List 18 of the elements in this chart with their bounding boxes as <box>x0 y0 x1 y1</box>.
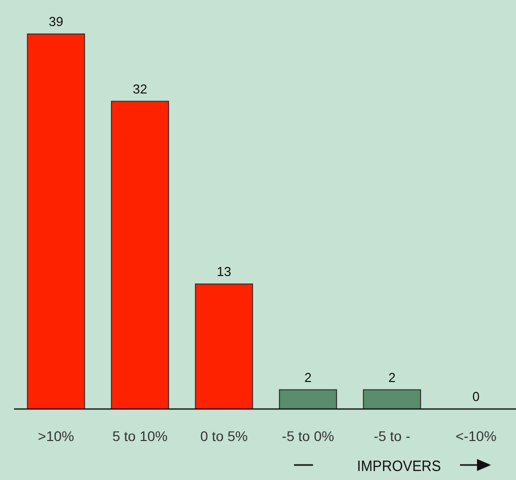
x-tick-label: <-10% <box>456 428 496 444</box>
data-label: 13 <box>216 264 232 279</box>
data-label: 2 <box>388 370 396 385</box>
x-tick-label: >10% <box>38 428 74 444</box>
bar <box>362 389 422 410</box>
data-label: 39 <box>48 14 64 29</box>
bar <box>110 100 170 410</box>
data-label: 0 <box>472 389 480 404</box>
x-tick-label: 0 to 5% <box>200 428 248 444</box>
bar <box>194 284 254 410</box>
bar <box>278 389 338 410</box>
bar <box>26 34 86 410</box>
data-label: 32 <box>132 81 148 96</box>
data-label: 2 <box>304 370 312 385</box>
x-tick-label: -5 to 0% <box>282 428 334 444</box>
x-tick-label: -5 to - <box>374 428 411 444</box>
text: IMPROVERS <box>357 458 448 475</box>
x-tick-label: 5 to 10% <box>112 428 168 444</box>
